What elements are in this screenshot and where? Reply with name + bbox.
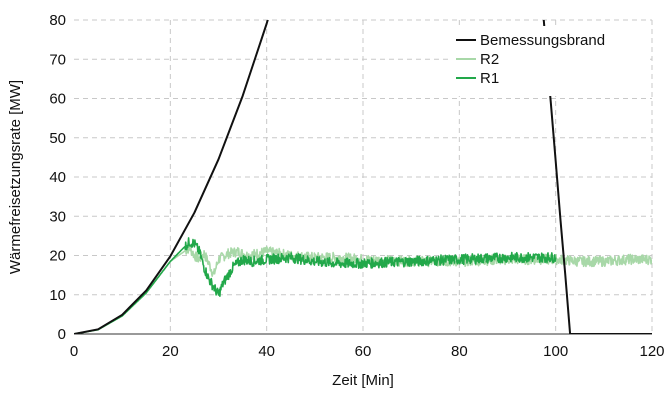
y-tick-label: 70 [49, 51, 66, 68]
y-tick-label: 50 [49, 130, 66, 147]
y-tick-label: 30 [49, 208, 66, 225]
y-tick-label: 40 [49, 169, 66, 186]
legend-background [452, 26, 650, 96]
y-tick-label: 0 [58, 326, 66, 343]
x-tick-label: 0 [70, 343, 78, 360]
x-tick-label: 100 [543, 343, 568, 360]
y-tick-label: 10 [49, 287, 66, 304]
x-tick-label: 40 [258, 343, 275, 360]
x-tick-label: 60 [355, 343, 372, 360]
legend-label-bemessungsbrand: Bemessungsbrand [480, 32, 605, 49]
legend: Bemessungsbrand R2 R1 [452, 26, 650, 96]
y-tick-label: 60 [49, 91, 66, 108]
series-line-r1 [74, 237, 557, 334]
x-axis-title: Zeit [Min] [332, 372, 394, 389]
y-tick-labels: 0 10 20 30 40 50 60 70 80 [49, 12, 66, 343]
x-tick-label: 80 [451, 343, 468, 360]
x-tick-label: 20 [162, 343, 179, 360]
legend-label-r2: R2 [480, 51, 499, 68]
legend-label-r1: R1 [480, 70, 499, 87]
y-axis-title: Wärmefreisetzungsrate [MW] [7, 80, 24, 274]
series-line-bemessungsbrand [74, 20, 269, 334]
x-tick-labels: 0 20 40 60 80 100 120 [70, 343, 665, 360]
y-tick-label: 80 [49, 12, 66, 29]
x-tick-label: 120 [639, 343, 664, 360]
y-tick-label: 20 [49, 248, 66, 265]
